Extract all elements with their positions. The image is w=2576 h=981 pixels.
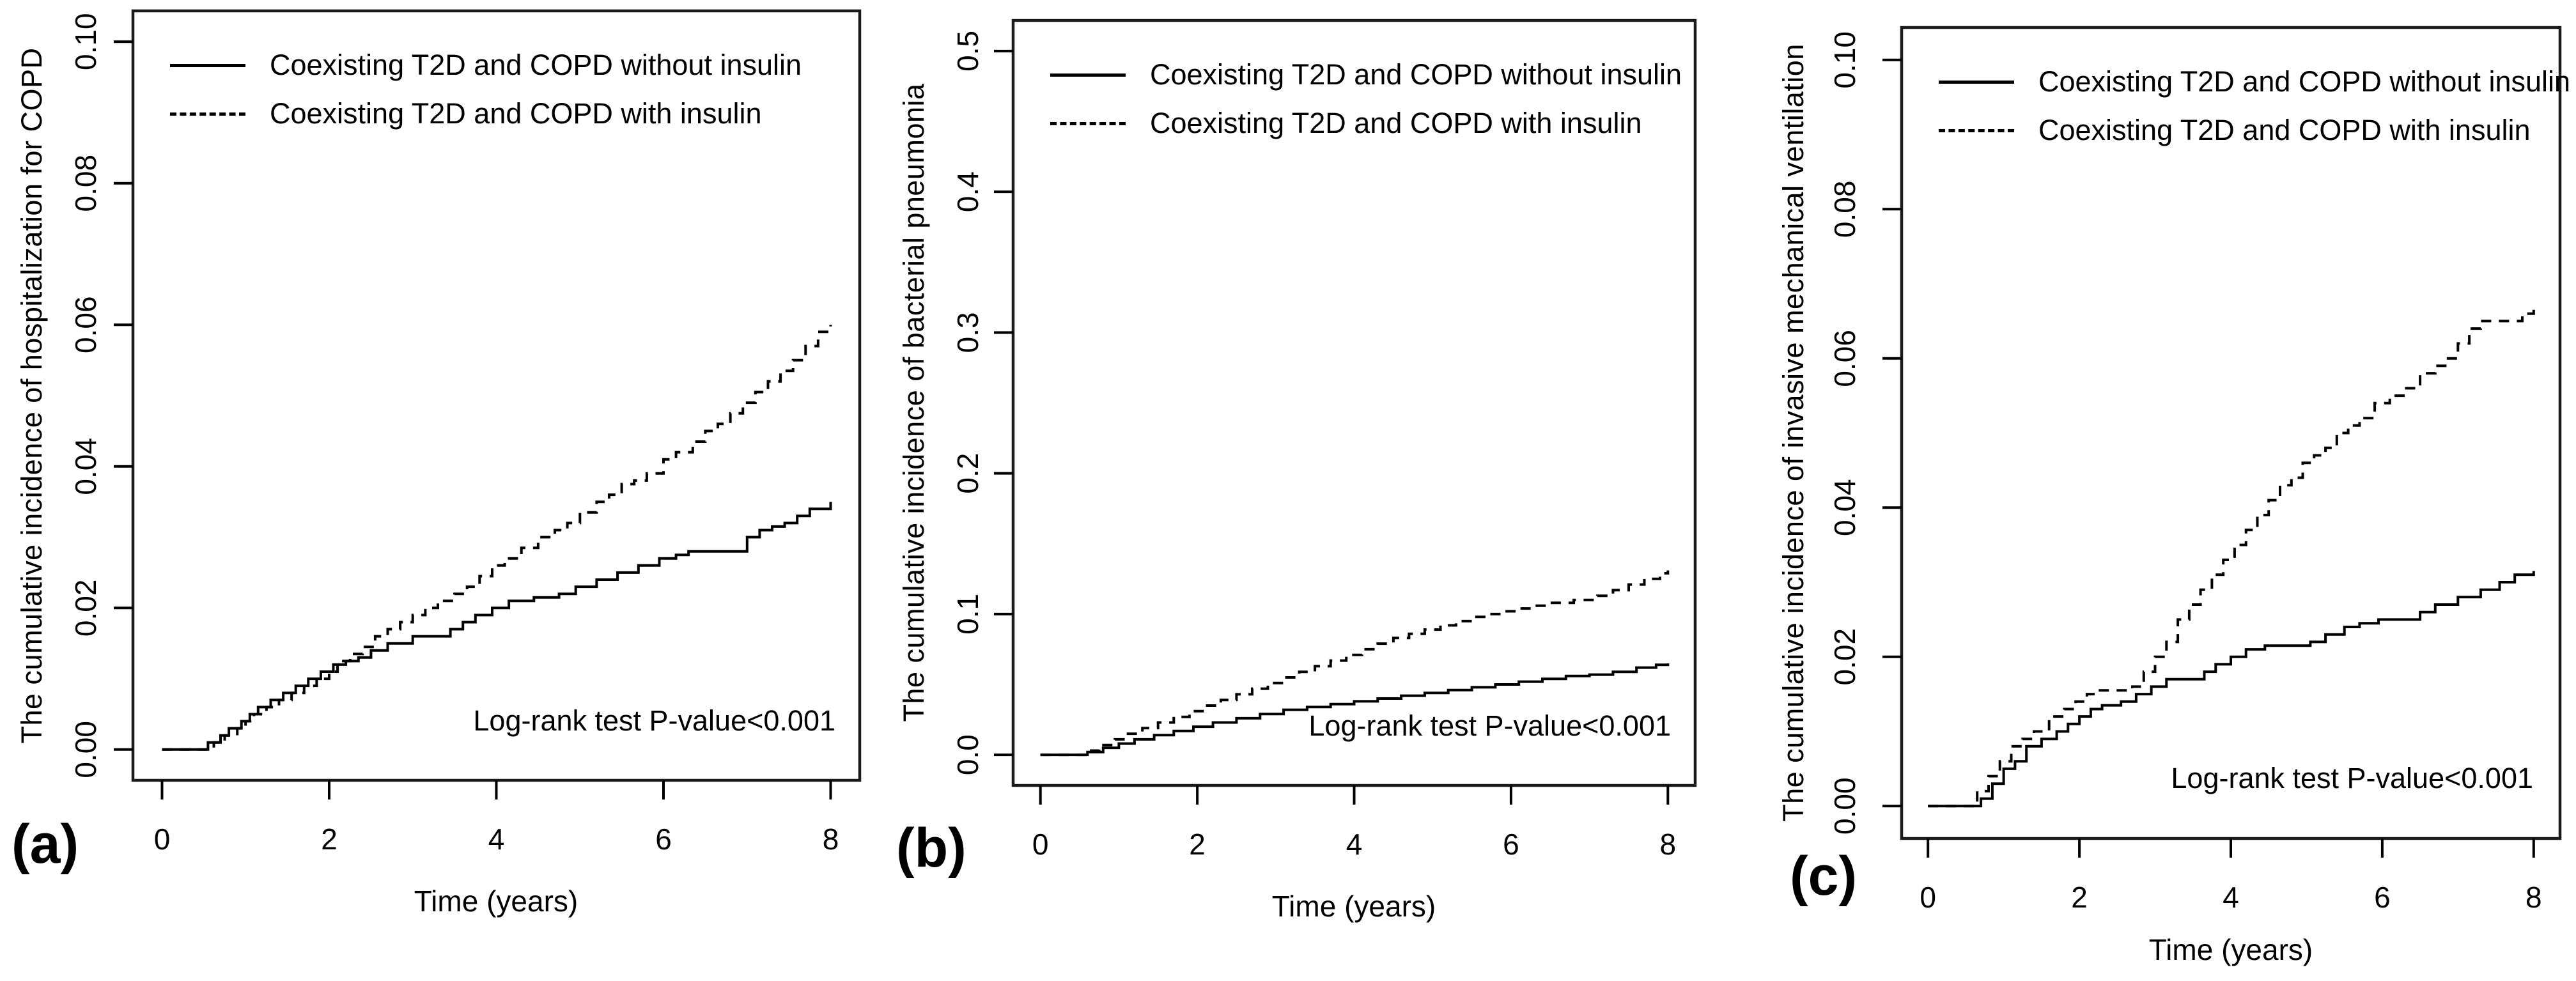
x-axis-title: Time (years) xyxy=(2148,933,2313,966)
legend-label-without-insulin: Coexisting T2D and COPD without insulin xyxy=(2038,65,2571,98)
y-tick-label: 0.5 xyxy=(951,31,984,72)
legend-item-with-insulin: Coexisting T2D and COPD with insulin xyxy=(170,89,802,138)
legend-label-without-insulin: Coexisting T2D and COPD without insulin xyxy=(270,49,802,81)
legend: Coexisting T2D and COPD without insulin … xyxy=(1939,58,2570,155)
legend-item-without-insulin: Coexisting T2D and COPD without insulin xyxy=(1050,50,1682,99)
solid-line-sample xyxy=(1939,80,2014,84)
x-tick-label: 6 xyxy=(2374,881,2391,914)
y-axis-label: The cumulative incidence of bacterial pn… xyxy=(897,83,930,722)
x-tick-label: 4 xyxy=(2223,881,2239,914)
panel-c-plot: 0 2 4 6 8 0.00 0.02 0.04 0.06 0.08 0.10 xyxy=(1828,26,2562,914)
dashed-series-line xyxy=(1928,306,2535,808)
x-tick-label: 2 xyxy=(1189,828,1206,861)
y-tick-label: 0.1 xyxy=(951,594,984,635)
legend-label-without-insulin: Coexisting T2D and COPD without insulin xyxy=(1150,58,1682,91)
solid-series-line xyxy=(1040,663,1670,757)
x-tick-label: 6 xyxy=(1503,828,1519,861)
x-tick-label: 8 xyxy=(823,823,839,856)
y-tick-label: 0.3 xyxy=(951,312,984,353)
x-tick-label: 6 xyxy=(655,823,672,856)
x-tick-label: 8 xyxy=(1660,828,1677,861)
dashed-line-sample xyxy=(1939,128,2014,132)
x-tick-label: 2 xyxy=(2071,881,2088,914)
legend-label-with-insulin: Coexisting T2D and COPD with insulin xyxy=(2038,114,2531,146)
y-tick-label: 0.08 xyxy=(1828,181,1861,238)
panel-b-plot: 0 2 4 6 8 0.0 0.1 0.2 0.3 0.4 0.5 xyxy=(951,19,1697,861)
x-axis-title: Time (years) xyxy=(1271,890,1436,923)
y-tick-label: 0.2 xyxy=(951,453,984,494)
legend-item-without-insulin: Coexisting T2D and COPD without insulin xyxy=(170,41,802,89)
legend: Coexisting T2D and COPD without insulin … xyxy=(170,41,802,138)
panel-letter-c: (c) xyxy=(1790,846,1858,907)
x-axis-title: Time (years) xyxy=(414,884,578,918)
solid-series-line xyxy=(1928,571,2535,808)
x-tick-label: 2 xyxy=(321,823,338,856)
y-tick-label: 0.04 xyxy=(1828,479,1861,536)
panel-letter-b: (b) xyxy=(896,817,966,879)
x-tick-label: 4 xyxy=(488,823,505,856)
y-axis-label: The cumulative incidence of hospitalizat… xyxy=(15,47,48,744)
y-tick-label: 0.10 xyxy=(69,13,102,70)
logrank-annotation: Log-rank test P-value<0.001 xyxy=(2171,762,2533,794)
legend: Coexisting T2D and COPD without insulin … xyxy=(1050,50,1682,148)
dashed-line-sample xyxy=(170,112,245,116)
dashed-series-line xyxy=(162,325,832,751)
solid-line-sample xyxy=(170,63,245,67)
legend-item-with-insulin: Coexisting T2D and COPD with insulin xyxy=(1939,106,2570,155)
y-tick-label: 0.00 xyxy=(1828,777,1861,835)
x-tick-label: 0 xyxy=(154,823,171,856)
x-tick-label: 0 xyxy=(1032,828,1049,861)
y-tick-label: 0.10 xyxy=(1828,31,1861,89)
panel-letter-a: (a) xyxy=(12,814,79,875)
panel-a: 0 2 4 6 8 0.00 0.02 0.04 0.06 0.08 0.10 The cumula… xyxy=(0,0,927,981)
y-axis-label: The cumulative incidence of invasive mec… xyxy=(1777,43,1810,822)
x-tick-label: 4 xyxy=(1346,828,1363,861)
x-tick-label: 0 xyxy=(1920,881,1936,914)
legend-label-with-insulin: Coexisting T2D and COPD with insulin xyxy=(270,97,762,130)
y-tick-label: 0.0 xyxy=(951,734,984,775)
panel-b: 0 2 4 6 8 0.0 0.1 0.2 0.3 0.4 0.5 The cumulative i… xyxy=(882,0,1707,981)
panel-a-plot: 0 2 4 6 8 0.00 0.02 0.04 0.06 0.08 0.10 xyxy=(69,9,862,856)
dashed-line-sample xyxy=(1050,121,1126,125)
y-tick-label: 0.06 xyxy=(69,296,102,353)
x-tick-label: 8 xyxy=(2526,881,2542,914)
legend-label-with-insulin: Coexisting T2D and COPD with insulin xyxy=(1150,107,1642,139)
y-tick-label: 0.02 xyxy=(1828,628,1861,686)
logrank-annotation: Log-rank test P-value<0.001 xyxy=(1308,709,1671,742)
y-tick-label: 0.04 xyxy=(69,438,102,495)
panel-c: 0 2 4 6 8 0.00 0.02 0.04 0.06 0.08 0.10 The cumula… xyxy=(1764,0,2576,981)
y-tick-label: 0.08 xyxy=(69,155,102,212)
y-tick-label: 0.00 xyxy=(69,721,102,778)
logrank-annotation: Log-rank test P-value<0.001 xyxy=(473,704,835,737)
solid-line-sample xyxy=(1050,73,1126,77)
y-tick-label: 0.06 xyxy=(1828,330,1861,387)
dashed-series-line xyxy=(1040,570,1670,757)
legend-item-without-insulin: Coexisting T2D and COPD without insulin xyxy=(1939,58,2570,106)
y-tick-label: 0.02 xyxy=(69,580,102,637)
legend-item-with-insulin: Coexisting T2D and COPD with insulin xyxy=(1050,99,1682,148)
y-tick-label: 0.4 xyxy=(951,171,984,212)
